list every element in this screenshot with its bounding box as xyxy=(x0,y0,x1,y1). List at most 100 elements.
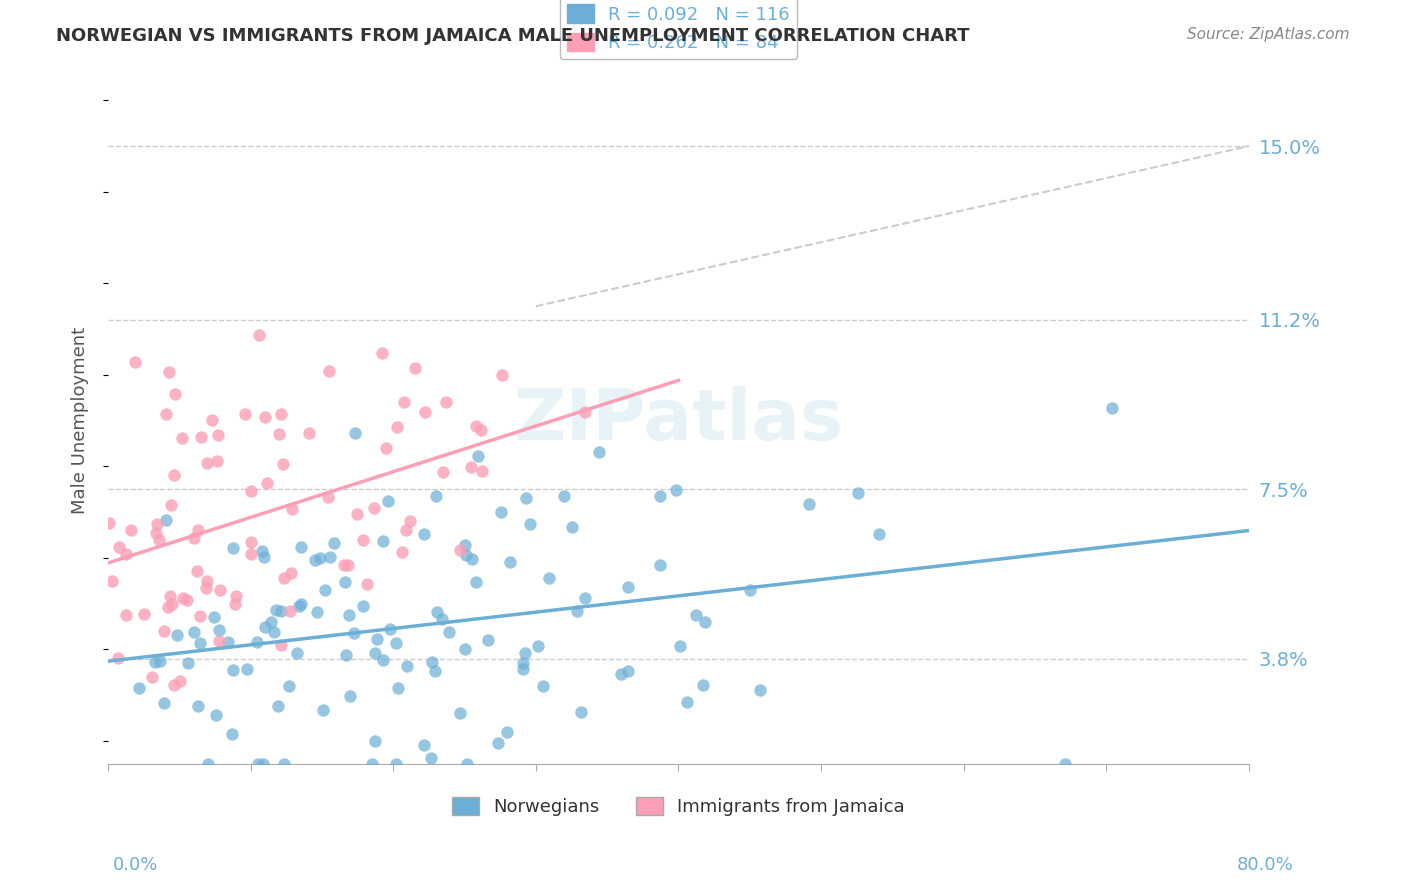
Point xyxy=(404,361,426,376)
Point xyxy=(439,624,461,639)
Point xyxy=(353,533,375,547)
Point xyxy=(1101,401,1123,415)
Point xyxy=(352,599,374,613)
Point xyxy=(346,507,368,521)
Point xyxy=(513,646,536,660)
Point xyxy=(143,655,166,669)
Point xyxy=(263,624,285,639)
Point xyxy=(208,583,231,598)
Point xyxy=(309,550,332,565)
Point xyxy=(316,490,339,504)
Point xyxy=(124,355,146,369)
Point xyxy=(190,430,212,444)
Point xyxy=(190,636,212,650)
Point xyxy=(186,565,208,579)
Point xyxy=(207,427,229,442)
Point xyxy=(434,394,457,409)
Point xyxy=(98,516,121,530)
Point xyxy=(537,571,560,585)
Point xyxy=(222,541,245,556)
Text: NORWEGIAN VS IMMIGRANTS FROM JAMAICA MALE UNEMPLOYMENT CORRELATION CHART: NORWEGIAN VS IMMIGRANTS FROM JAMAICA MAL… xyxy=(56,27,970,45)
Point xyxy=(152,696,174,710)
Point xyxy=(233,407,256,421)
Point xyxy=(253,549,276,564)
Point xyxy=(337,608,360,623)
Point xyxy=(250,544,273,558)
Point xyxy=(526,639,548,653)
Point xyxy=(425,489,447,503)
Point xyxy=(499,555,522,569)
Point xyxy=(271,457,294,471)
Point xyxy=(454,538,477,552)
Point xyxy=(384,756,406,771)
Point xyxy=(155,407,177,421)
Point xyxy=(413,527,436,541)
Point xyxy=(221,727,243,741)
Point xyxy=(278,605,301,619)
Point xyxy=(454,642,477,657)
Point xyxy=(177,657,200,671)
Point xyxy=(267,698,290,713)
Point xyxy=(183,625,205,640)
Point xyxy=(188,609,211,624)
Point xyxy=(366,632,388,647)
Point xyxy=(470,423,492,437)
Point xyxy=(465,575,488,590)
Point xyxy=(253,620,276,634)
Point xyxy=(270,604,292,618)
Point xyxy=(565,604,588,618)
Point xyxy=(364,646,387,660)
Point xyxy=(449,542,471,557)
Point xyxy=(166,628,188,642)
Point xyxy=(163,467,186,482)
Point xyxy=(266,603,288,617)
Point xyxy=(423,665,446,679)
Point xyxy=(267,427,290,442)
Point xyxy=(107,650,129,665)
Point xyxy=(356,577,378,591)
Point xyxy=(574,405,596,419)
Point xyxy=(420,655,443,669)
Point xyxy=(245,635,267,649)
Point xyxy=(695,615,717,629)
Point xyxy=(553,489,575,503)
Point xyxy=(460,460,482,475)
Point xyxy=(495,724,517,739)
Point xyxy=(512,657,534,671)
Point xyxy=(225,589,247,603)
Point xyxy=(676,695,699,709)
Point xyxy=(343,626,366,640)
Point xyxy=(610,666,633,681)
Point xyxy=(172,591,194,605)
Point xyxy=(176,592,198,607)
Point xyxy=(464,419,486,434)
Point xyxy=(430,612,453,626)
Point xyxy=(273,756,295,771)
Point xyxy=(848,486,870,500)
Point xyxy=(868,526,890,541)
Point xyxy=(668,639,690,653)
Point xyxy=(371,345,394,359)
Point xyxy=(337,558,360,572)
Point xyxy=(456,756,478,771)
Point xyxy=(165,387,187,401)
Point xyxy=(650,489,672,503)
Point xyxy=(519,516,541,531)
Point xyxy=(371,533,394,548)
Point xyxy=(101,574,124,588)
Point xyxy=(449,706,471,720)
Point xyxy=(224,597,246,611)
Point xyxy=(187,523,209,537)
Point xyxy=(377,493,399,508)
Text: 0.0%: 0.0% xyxy=(112,856,157,874)
Point xyxy=(335,648,357,662)
Point xyxy=(208,623,231,637)
Point xyxy=(387,681,409,695)
Point xyxy=(486,736,509,750)
Point xyxy=(187,699,209,714)
Point xyxy=(373,653,395,667)
Point xyxy=(197,756,219,771)
Point xyxy=(332,558,354,573)
Point xyxy=(195,456,218,470)
Point xyxy=(256,476,278,491)
